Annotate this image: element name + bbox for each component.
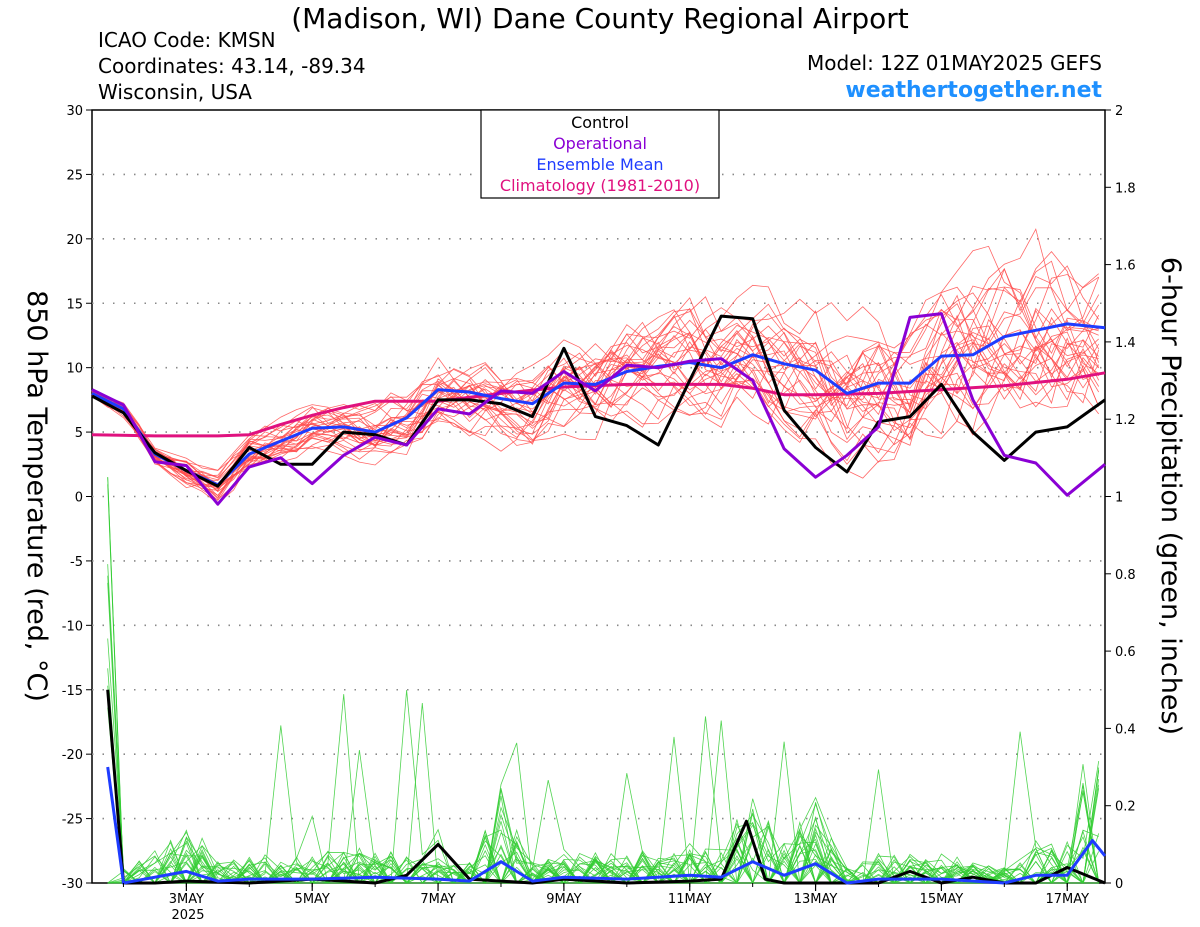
y-right-tick-label: 0.6	[1115, 645, 1136, 660]
precip-member-line	[107, 829, 1099, 885]
climatology-1981-2010-temp-line	[91, 371, 1106, 438]
site-link[interactable]: weathertogether.net	[845, 78, 1102, 103]
precip-member-line	[107, 707, 1099, 885]
y-left-tick-label: -20	[62, 748, 83, 763]
x-tick-label: 13MAY	[794, 892, 838, 907]
y-left-tick-label: -15	[62, 684, 83, 699]
precip-member-line	[107, 702, 1099, 884]
y-right-tick-label: 2	[1115, 104, 1123, 119]
precip-member-line	[107, 769, 1100, 884]
series-layer	[91, 312, 1107, 885]
y-left-tick-label: -10	[62, 619, 83, 634]
precip-member-line	[107, 742, 1100, 884]
temp-member-line	[91, 294, 1100, 489]
x-tick-label: 3MAY	[169, 892, 204, 907]
y-left-tick-label: -25	[62, 813, 83, 828]
y-right-tick-label: 0	[1115, 877, 1123, 892]
y-left-tick-label: 25	[66, 168, 83, 183]
precip-member-line	[107, 736, 1100, 885]
x-tick-label: 7MAY	[420, 892, 455, 907]
temp-member-line	[91, 328, 1099, 487]
precip-member-line	[107, 477, 1100, 884]
temp-member-line	[91, 245, 1099, 479]
control-temp-line	[91, 314, 1106, 488]
y-left-tick-label: 30	[66, 104, 83, 119]
x-tick-label: 11MAY	[668, 892, 712, 907]
ticks-layer: 302520151050-5-10-15-20-25-3021.81.61.41…	[62, 104, 1136, 907]
y-left-tick-label: 10	[66, 362, 83, 377]
y-left-tick-label: 0	[75, 491, 83, 506]
precip-member-line	[107, 716, 1100, 884]
temp-member-line	[91, 286, 1100, 471]
x-tick-label: 5MAY	[295, 892, 330, 907]
legend: Control Operational Ensemble Mean Climat…	[480, 109, 720, 199]
legend-entry-climatology: Climatology (1981-2010)	[500, 176, 700, 195]
y-left-tick-label: -5	[70, 555, 83, 570]
y-right-tick-label: 0.4	[1115, 722, 1136, 737]
ensemble-mean-precip-line	[106, 766, 1107, 885]
x-tick-label: 17MAY	[1045, 892, 1089, 907]
precip-member-line	[107, 694, 1100, 884]
y-axis-left-label: 850 hPa Temperature (red, °C)	[21, 290, 52, 702]
grid-layer	[92, 173, 1105, 820]
x-tick-label: 15MAY	[920, 892, 964, 907]
y-right-tick-label: 1.2	[1115, 413, 1136, 428]
temp-member-line	[91, 296, 1100, 485]
y-left-tick-label: 5	[75, 426, 83, 441]
y-right-tick-label: 1.4	[1115, 336, 1136, 351]
precip-member-line	[107, 749, 1100, 885]
icao-code: ICAO Code: KMSN	[98, 28, 276, 52]
y-left-tick-label: -30	[62, 877, 83, 892]
precip-member-line	[107, 484, 1100, 884]
legend-box	[480, 109, 720, 199]
legend-entry-control: Control	[571, 113, 629, 132]
precip-member-line	[107, 564, 1100, 884]
model-text: Model: 12Z 01MAY2025 GEFS	[807, 51, 1102, 75]
precip-member-line	[107, 668, 1099, 884]
y-axis-right-label: 6-hour Precipitation (green, inches)	[1155, 257, 1186, 735]
coordinates-text: Coordinates: 43.14, -89.34	[98, 54, 366, 78]
control-precip-line	[106, 689, 1106, 885]
precip-member-line	[107, 685, 1099, 884]
precip-member-line	[107, 764, 1100, 884]
legend-entry-operational: Operational	[553, 134, 647, 153]
y-right-tick-label: 0.8	[1115, 568, 1136, 583]
x-axis-year-label: 2025	[171, 908, 204, 923]
precip-member-line	[107, 477, 1100, 884]
y-left-tick-label: 15	[66, 297, 83, 312]
precip-member-line	[107, 638, 1100, 884]
y-right-tick-label: 1	[1115, 491, 1123, 506]
legend-entry-ensemble-mean: Ensemble Mean	[536, 155, 663, 174]
ensemble-mean-temp-line	[91, 322, 1106, 487]
y-right-tick-label: 1.6	[1115, 259, 1136, 274]
operational-temp-line	[91, 312, 1106, 506]
x-tick-label: 9MAY	[546, 892, 581, 907]
precip-members-layer	[107, 477, 1100, 885]
y-right-tick-label: 1.8	[1115, 181, 1136, 196]
y-right-tick-label: 0.2	[1115, 800, 1136, 815]
temp-member-line	[91, 314, 1100, 497]
precip-member-line	[107, 575, 1099, 884]
precip-member-line	[107, 582, 1100, 884]
chart-title: (Madison, WI) Dane County Regional Airpo…	[291, 2, 909, 35]
y-left-tick-label: 20	[66, 233, 83, 248]
region-text: Wisconsin, USA	[98, 80, 252, 104]
